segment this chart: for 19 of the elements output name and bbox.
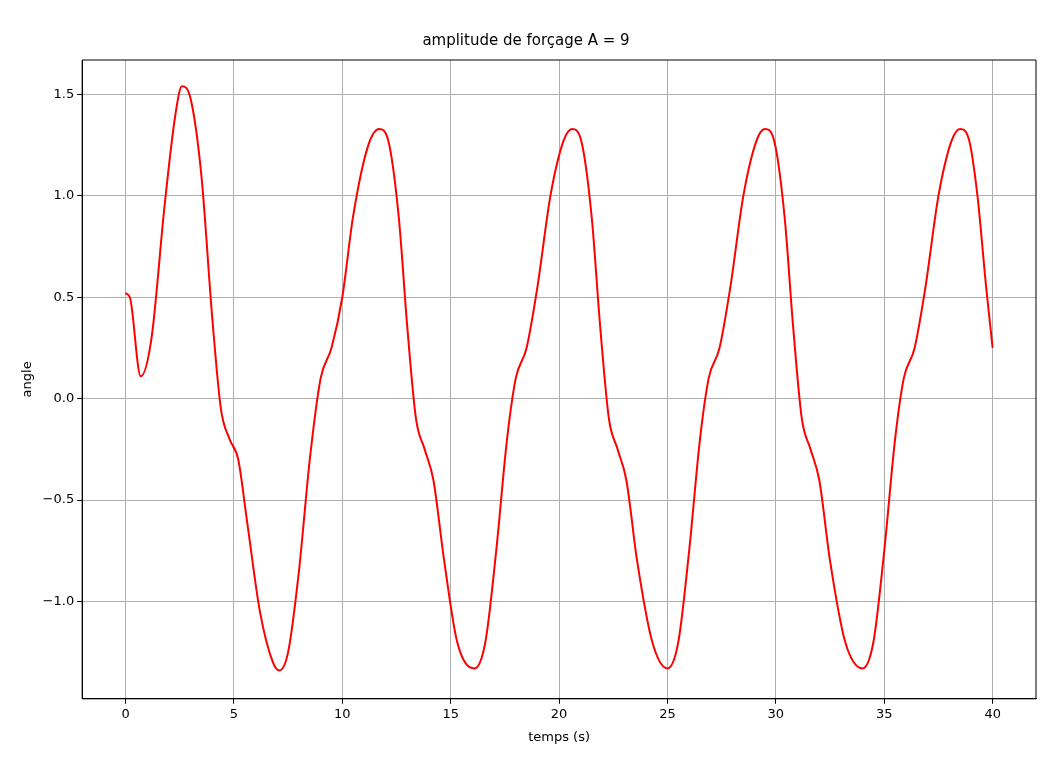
y-tick-label: −0.5 [42,491,75,507]
y-tick-label: −1.0 [42,592,75,608]
y-axis-title: angle [19,361,35,398]
x-tick-label: 5 [229,705,239,721]
x-tick-label: 25 [659,705,676,721]
x-axis-title: temps (s) [528,728,591,744]
x-tick-label: 10 [334,705,351,721]
y-tick-label: 1.0 [53,187,75,203]
x-tick-label: 15 [442,705,459,721]
y-tick-label: 0.0 [53,390,75,406]
x-tick-label: 0 [121,705,130,721]
x-tick-label: 20 [550,705,568,721]
x-tick-label: 40 [984,705,1001,721]
x-tick-label: 35 [875,705,893,721]
y-tick-label: 0.5 [53,288,75,304]
x-tick-label: 30 [767,705,785,721]
chart-title: amplitude de forçage A = 9 [422,30,630,49]
line-series [124,85,994,672]
y-tick-label: 1.5 [53,85,75,101]
